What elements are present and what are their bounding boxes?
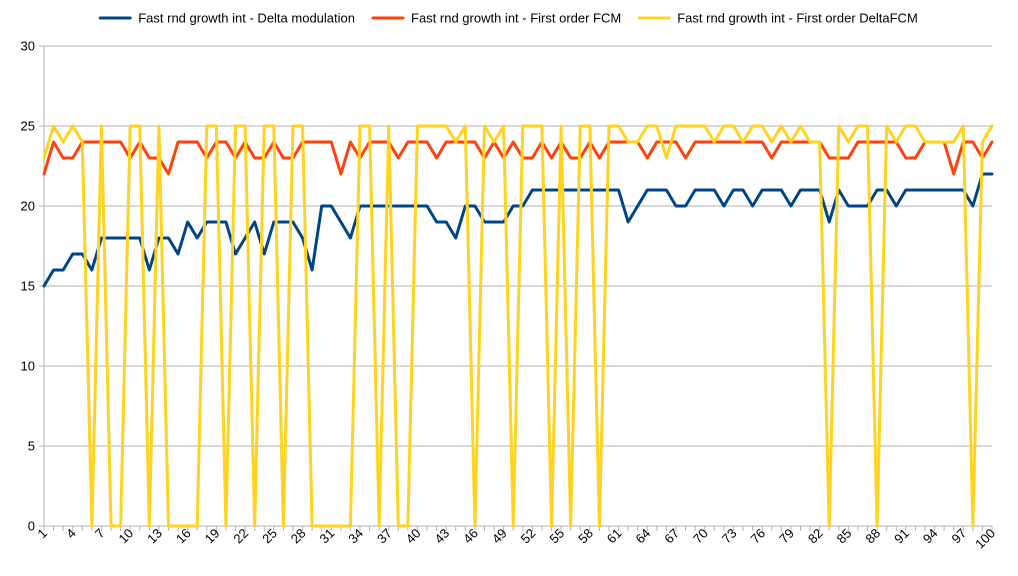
x-tick-label: 79 <box>776 526 797 547</box>
x-tick-label: 82 <box>805 526 826 547</box>
x-tick-label: 85 <box>834 526 855 547</box>
x-tick-label: 76 <box>747 526 768 547</box>
x-tick-label: 91 <box>891 526 912 547</box>
chart-series <box>42 124 994 528</box>
x-tick-label: 46 <box>460 526 481 547</box>
x-tick-label: 28 <box>288 526 309 547</box>
x-tick-label: 31 <box>317 526 338 547</box>
x-tick-label: 49 <box>489 526 510 547</box>
x-tick-label: 97 <box>949 526 970 547</box>
y-tick-label: 30 <box>21 39 35 54</box>
x-tick-label: 37 <box>374 526 395 547</box>
y-axis: 0 5 10 15 20 25 30 <box>21 39 45 534</box>
x-axis: 1 4 7 10 13 16 19 22 25 28 31 34 37 40 43 46 49 52 55 58 61 6… <box>34 526 998 552</box>
y-tick-label: 15 <box>21 279 35 294</box>
x-tick-label: 16 <box>173 526 194 547</box>
x-tick-label: 64 <box>633 526 654 547</box>
x-tick-label: 73 <box>719 526 740 547</box>
x-tick-label: 10 <box>115 526 136 547</box>
x-tick-label: 70 <box>690 526 711 547</box>
x-tick-label: 58 <box>575 526 596 547</box>
x-tick-label: 40 <box>403 526 424 547</box>
y-tick-label: 25 <box>21 119 35 134</box>
series-line-1 <box>42 172 994 288</box>
x-tick-label: 4 <box>63 526 79 542</box>
legend-label: Fast rnd growth int - First order FCM <box>411 11 621 26</box>
series-line-3 <box>42 124 994 528</box>
y-tick-label: 10 <box>21 359 35 374</box>
y-tick-label: 20 <box>21 199 35 214</box>
x-tick-label: 22 <box>230 526 251 547</box>
legend-label: Fast rnd growth int - First order DeltaF… <box>677 11 918 26</box>
x-tick-label: 94 <box>920 526 941 547</box>
x-tick-label: 100 <box>972 526 998 552</box>
x-tick-label: 19 <box>202 526 223 547</box>
x-tick-label: 34 <box>345 526 366 547</box>
x-tick-label: 55 <box>546 526 567 547</box>
y-tick-label: 5 <box>28 439 35 454</box>
x-tick-label: 61 <box>604 526 625 547</box>
x-tick-label: 25 <box>259 526 280 547</box>
series-line-2 <box>42 140 994 176</box>
x-tick-label: 88 <box>862 526 883 547</box>
x-tick-label: 52 <box>518 526 539 547</box>
legend-label: Fast rnd growth int - Delta modulation <box>138 11 355 26</box>
x-tick-label: 43 <box>431 526 452 547</box>
y-tick-label: 0 <box>28 519 35 534</box>
x-tick-label: 1 <box>34 526 50 542</box>
chart-legend: Fast rnd growth int - Delta modulation Fa… <box>98 11 918 26</box>
x-tick-label: 67 <box>661 526 682 547</box>
x-tick-label: 13 <box>144 526 165 547</box>
x-tick-label: 7 <box>92 526 108 542</box>
